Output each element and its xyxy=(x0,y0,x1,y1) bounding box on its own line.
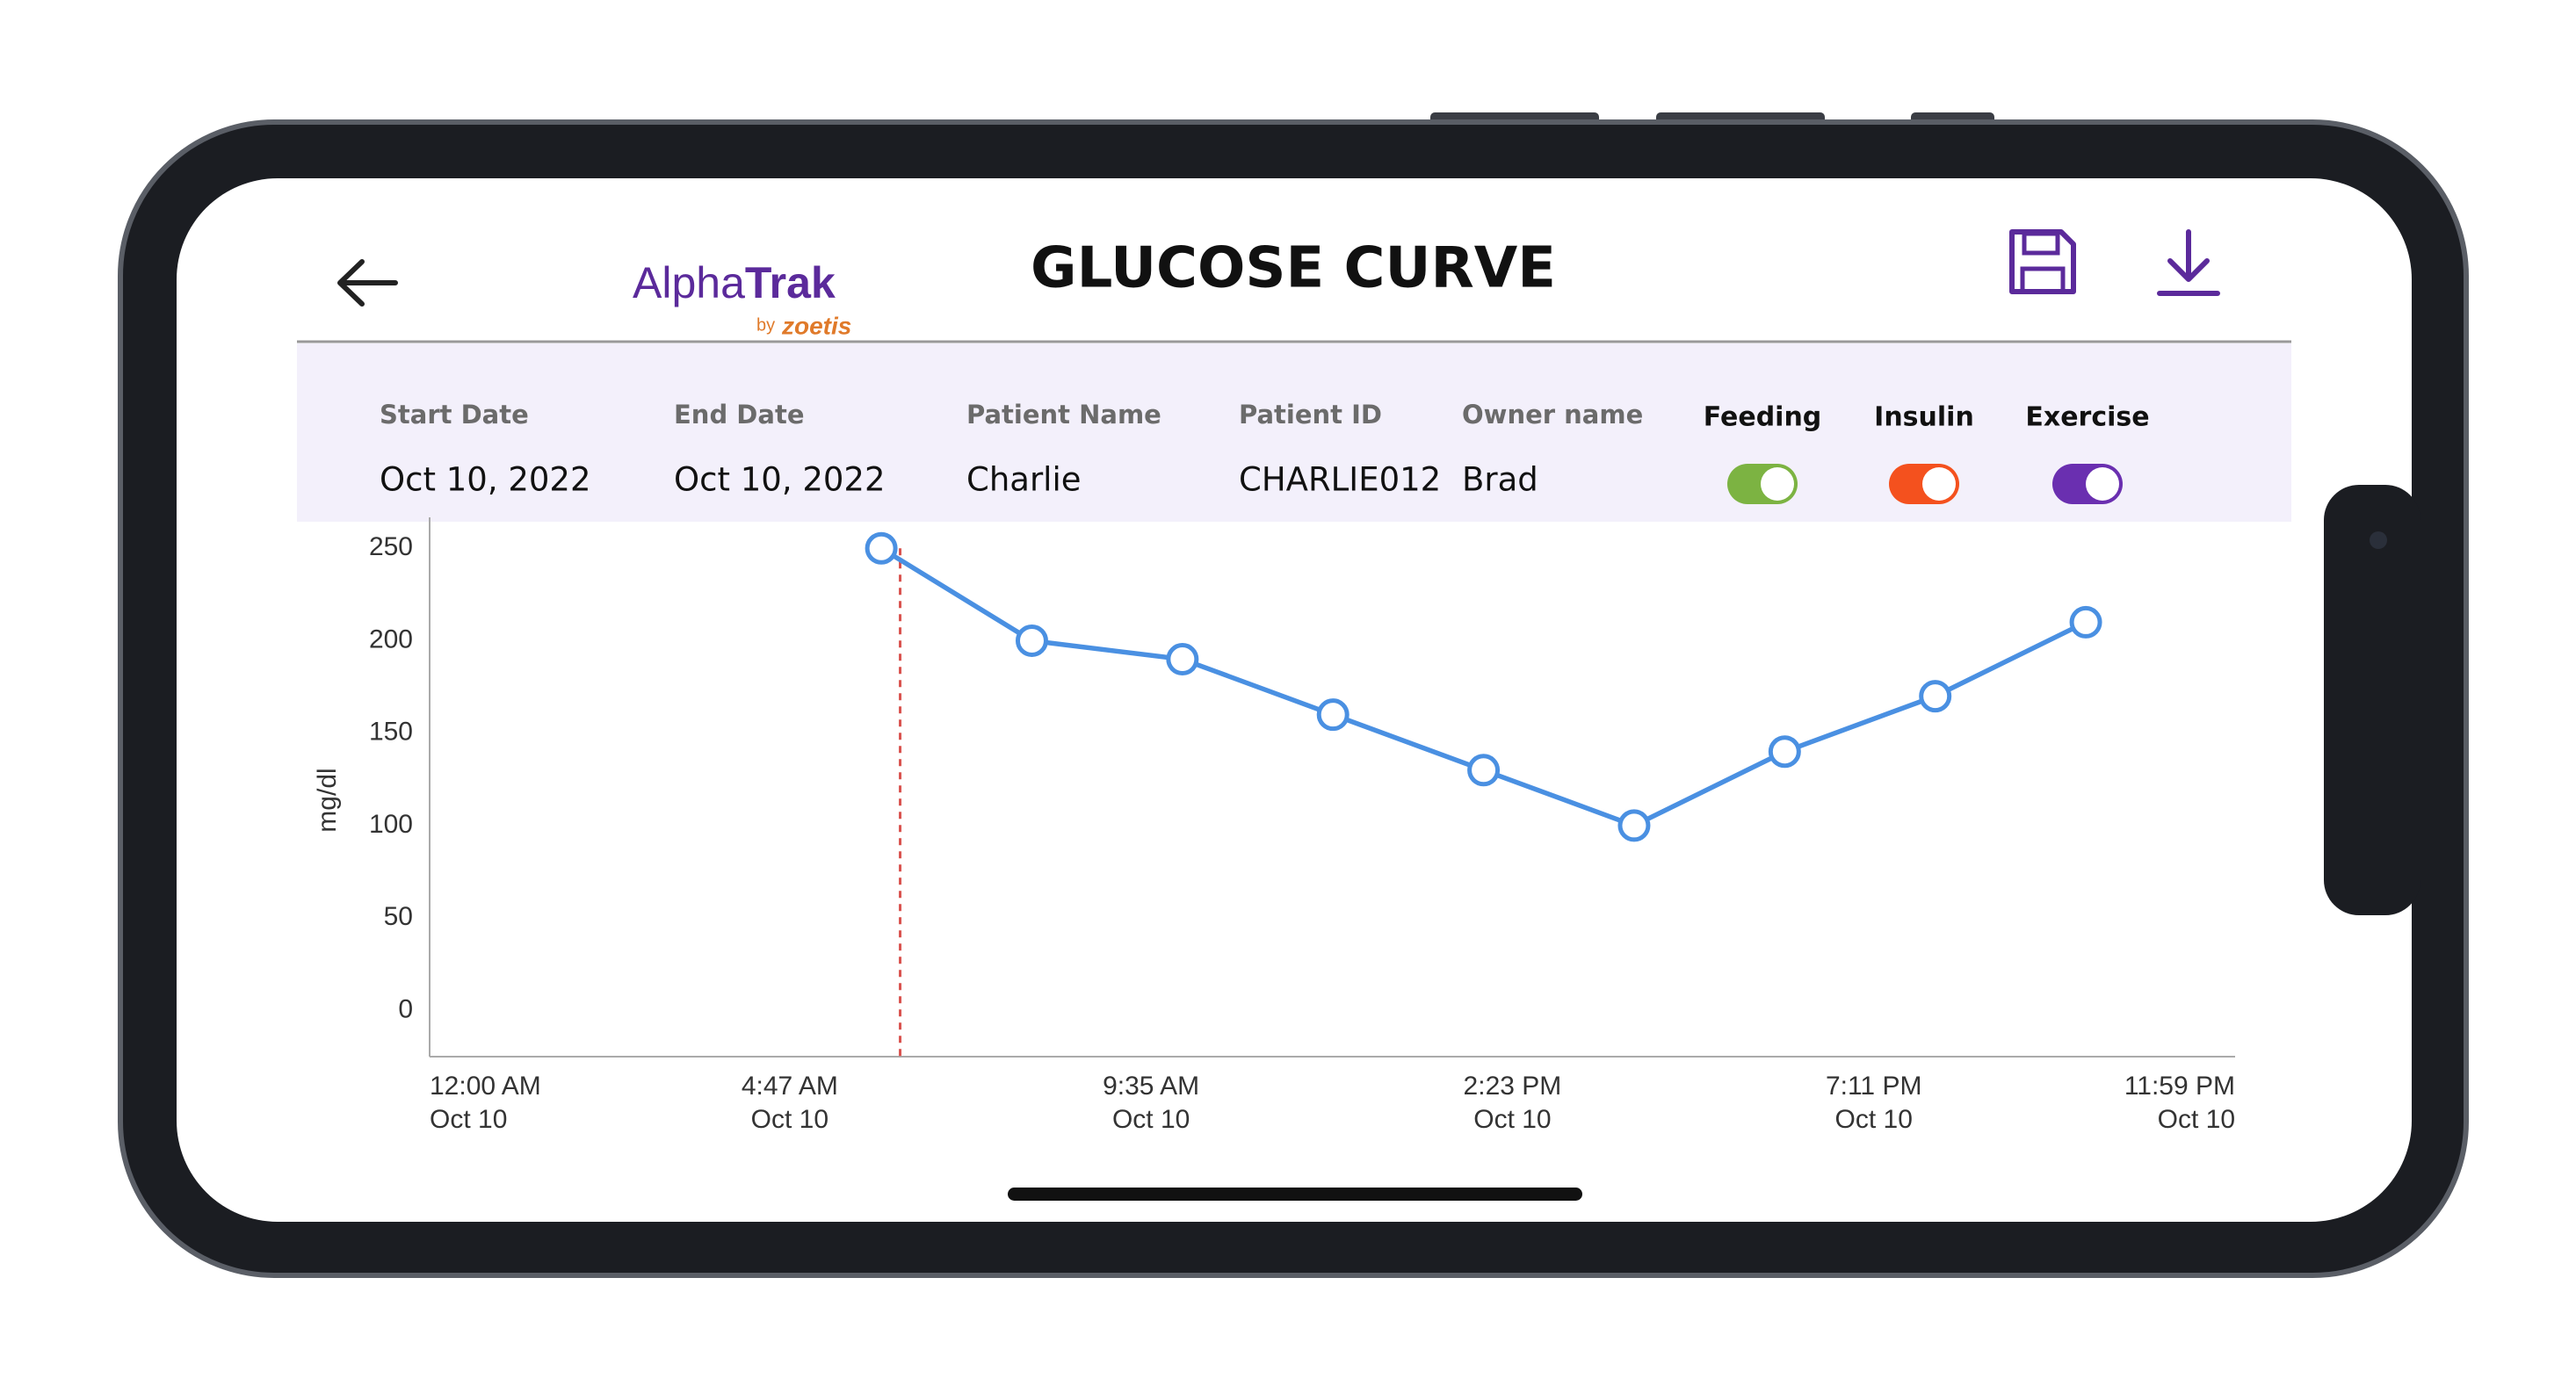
field-value: Oct 10, 2022 xyxy=(380,461,591,499)
field-value: Oct 10, 2022 xyxy=(674,461,886,499)
x-tick: 4:47 AM Oct 10 xyxy=(742,1072,838,1134)
back-arrow[interactable] xyxy=(337,259,398,307)
logo-trak: Trak xyxy=(745,258,836,307)
home-indicator xyxy=(1008,1188,1582,1201)
toggle[interactable] xyxy=(1889,464,1959,504)
x-tick-label: Oct 10 xyxy=(1473,1105,1551,1134)
field-label: Start Date xyxy=(380,400,529,430)
field-label: Patient Name xyxy=(966,400,1161,430)
logo-by: by xyxy=(756,315,775,335)
x-tick-label: 9:35 AM xyxy=(1103,1072,1199,1101)
glucose-point xyxy=(1015,624,1048,657)
x-tick-label: 7:11 PM xyxy=(1826,1072,1922,1101)
glucose-point xyxy=(2069,605,2102,639)
save-button[interactable] xyxy=(2009,229,2076,294)
x-tick: 9:35 AM Oct 10 xyxy=(1103,1072,1199,1134)
save-icon-part[interactable] xyxy=(2020,266,2066,294)
notch xyxy=(2324,485,2420,915)
x-tick-label: 2:23 PM xyxy=(1464,1072,1562,1101)
x-tick-label: 12:00 AM xyxy=(430,1072,541,1101)
toggle-knob[interactable] xyxy=(2086,467,2119,501)
toggle[interactable] xyxy=(1727,464,1798,504)
download-icon[interactable] xyxy=(2157,229,2220,296)
info: Start Date Oct 10, 2022 End Date Oct 10, 20… xyxy=(380,400,2150,504)
y-tick-label: 50 xyxy=(384,902,413,931)
x-tick-label: Oct 10 xyxy=(751,1105,829,1134)
field-value: CHARLIE012 xyxy=(1239,461,1441,499)
y-tick-label: 100 xyxy=(369,810,413,839)
logo: AlphaTrak xyxy=(633,258,836,307)
x-tick-label: Oct 10 xyxy=(1835,1105,1913,1134)
x-tick: 7:11 PM Oct 10 xyxy=(1826,1072,1922,1134)
toggle-label: Feeding xyxy=(1704,402,1822,433)
glucose-point xyxy=(865,531,898,565)
y-axis-label: mg/dl xyxy=(313,768,342,832)
field-value: Charlie xyxy=(966,461,1082,499)
x-tick-label: Oct 10 xyxy=(430,1105,507,1134)
info-band xyxy=(297,343,2291,522)
x-tick: 11:59 PM Oct 10 xyxy=(2124,1072,2235,1134)
y-tick-label: 150 xyxy=(369,718,413,747)
camera xyxy=(2370,531,2387,549)
x-tick-label: 11:59 PM xyxy=(2124,1072,2235,1101)
glucose-point xyxy=(1919,680,1952,713)
glucose-point xyxy=(1316,698,1350,732)
toggle[interactable] xyxy=(2052,464,2123,504)
toggle-knob[interactable] xyxy=(1922,467,1956,501)
page-title: GLUCOSE CURVE xyxy=(1031,236,1556,301)
logo-brand: zoetis xyxy=(781,312,851,339)
y-tick-label: 200 xyxy=(369,625,413,653)
glucose-point xyxy=(1467,754,1501,787)
y-tick-label: 250 xyxy=(369,532,413,561)
logo-alpha: Alpha xyxy=(633,258,745,307)
x-tick-label: 4:47 AM xyxy=(742,1072,838,1101)
field-label: Patient ID xyxy=(1239,400,1382,430)
toggle-knob[interactable] xyxy=(1761,467,1794,501)
field-label: Owner name xyxy=(1462,400,1643,430)
x-tick: 12:00 AM Oct 10 xyxy=(430,1072,541,1134)
toggle-label: Insulin xyxy=(1874,402,1974,433)
glucose-point xyxy=(1166,643,1199,676)
download-button[interactable] xyxy=(2157,229,2220,296)
x-tick: 2:23 PM Oct 10 xyxy=(1464,1072,1562,1134)
glucose-point xyxy=(1768,735,1801,769)
field-value: Brad xyxy=(1462,461,1538,499)
back-button[interactable] xyxy=(337,259,398,307)
y-tick-label: 0 xyxy=(398,994,413,1023)
save-icon-part[interactable] xyxy=(2022,231,2060,256)
x-tick-label: Oct 10 xyxy=(1112,1105,1190,1134)
toggle-label: Exercise xyxy=(2025,402,2149,433)
x-tick-label: Oct 10 xyxy=(2158,1105,2235,1134)
glucose-point xyxy=(1617,809,1651,842)
field-label: End Date xyxy=(674,400,804,430)
